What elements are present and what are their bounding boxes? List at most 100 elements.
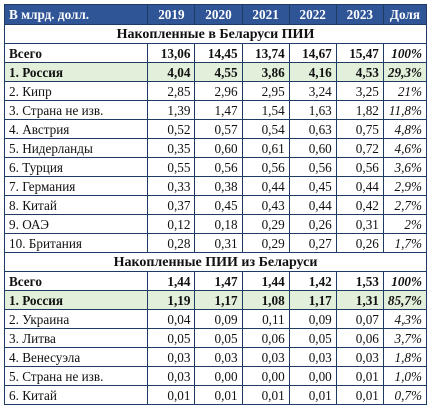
value-cell-2020: 0,38 <box>194 176 243 196</box>
value-cell-2020: 0,31 <box>194 233 243 253</box>
value-cell-2021: 0,29 <box>241 214 290 234</box>
value-cell-2019: 2,85 <box>147 81 196 101</box>
value-cell-2022: 0,09 <box>288 309 337 329</box>
value-cell-2021: 1,44 <box>241 271 290 291</box>
value-cell-2020: 14,45 <box>194 43 243 63</box>
unit-label: В млрд. долл. <box>3 4 149 25</box>
value-cell-2022: 1,63 <box>288 100 337 120</box>
year-header-2022: 2022 <box>288 4 337 25</box>
value-cell-2022: 0,00 <box>288 366 337 386</box>
table-row: 3. Страна не изв. 1,39 1,47 1,54 1,63 1,82 11,… <box>3 100 428 120</box>
fdi-table-container: В млрд. долл. 2019 2020 2021 2022 2023 Д… <box>3 4 428 413</box>
value-cell-2020: 0,18 <box>194 214 243 234</box>
country-name: 4. Австрия <box>3 119 149 139</box>
value-cell-2023: 0,31 <box>335 214 384 234</box>
country-name: 6. Турция <box>3 157 149 177</box>
share-cell: 1,7% <box>382 233 428 253</box>
value-cell-2020: 0,00 <box>194 366 243 386</box>
table-row: 10. Британия 0,28 0,31 0,29 0,27 0,26 1,7% <box>3 233 428 253</box>
value-cell-2021: 3,86 <box>241 62 290 82</box>
share-cell: 3,7% <box>382 328 428 348</box>
value-cell-2022: 0,56 <box>288 157 337 177</box>
table-row: 3. Литва 0,05 0,05 0,06 0,05 0,06 3,7% <box>3 328 428 348</box>
table-row: 6. Турция 0,55 0,56 0,56 0,56 0,56 3,6% <box>3 157 428 177</box>
value-cell-2019: 0,01 <box>147 385 196 405</box>
value-cell-2021: 0,11 <box>241 309 290 329</box>
share-header: Доля <box>382 4 428 25</box>
value-cell-2022: 0,45 <box>288 176 337 196</box>
value-cell-2023: 1,31 <box>335 290 384 310</box>
country-name: 3. Страна не изв. <box>3 100 149 120</box>
share-cell: 2,9% <box>382 176 428 196</box>
country-name: 2. Кипр <box>3 81 149 101</box>
fdi-table-body: В млрд. долл. 2019 2020 2021 2022 2023 Д… <box>3 4 428 405</box>
value-cell-2019: 0,04 <box>147 309 196 329</box>
value-cell-2023: 1,82 <box>335 100 384 120</box>
value-cell-2020: 1,47 <box>194 271 243 291</box>
value-cell-2020: 0,01 <box>194 385 243 405</box>
share-cell: 1,0% <box>382 366 428 386</box>
value-cell-2022: 1,17 <box>288 290 337 310</box>
value-cell-2023: 0,01 <box>335 385 384 405</box>
value-cell-2023: 0,07 <box>335 309 384 329</box>
fdi-table: В млрд. долл. 2019 2020 2021 2022 2023 Д… <box>3 4 428 405</box>
value-cell-2023: 0,72 <box>335 138 384 158</box>
value-cell-2023: 4,53 <box>335 62 384 82</box>
country-name: 7. Германия <box>3 176 149 196</box>
share-cell: 2% <box>382 214 428 234</box>
share-cell: 21% <box>382 81 428 101</box>
value-cell-2020: 0,03 <box>194 347 243 367</box>
table-row: 7. Германия 0,33 0,38 0,44 0,45 0,44 2,9% <box>3 176 428 196</box>
value-cell-2019: 0,03 <box>147 366 196 386</box>
share-cell: 4,8% <box>382 119 428 139</box>
country-name: 4. Венесуэла <box>3 347 149 367</box>
value-cell-2023: 0,56 <box>335 157 384 177</box>
table-row: 4. Венесуэла 0,03 0,03 0,03 0,03 0,03 1,8% <box>3 347 428 367</box>
value-cell-2022: 0,26 <box>288 214 337 234</box>
value-cell-2019: 1,19 <box>147 290 196 310</box>
value-cell-2020: 1,17 <box>194 290 243 310</box>
table-row: 2. Украина 0,04 0,09 0,11 0,09 0,07 4,3% <box>3 309 428 329</box>
country-name: 5. Нидерланды <box>3 138 149 158</box>
value-cell-2021: 0,03 <box>241 347 290 367</box>
value-cell-2020: 0,60 <box>194 138 243 158</box>
value-cell-2022: 0,60 <box>288 138 337 158</box>
country-name: 5. Страна не изв. <box>3 366 149 386</box>
value-cell-2023: 0,06 <box>335 328 384 348</box>
value-cell-2019: 0,35 <box>147 138 196 158</box>
value-cell-2021: 0,29 <box>241 233 290 253</box>
table-row: 5. Страна не изв. 0,03 0,00 0,00 0,00 0,01 1,0… <box>3 366 428 386</box>
value-cell-2019: 1,39 <box>147 100 196 120</box>
country-name: 8. Китай <box>3 195 149 215</box>
value-cell-2020: 0,09 <box>194 309 243 329</box>
value-cell-2022: 1,42 <box>288 271 337 291</box>
header-row: В млрд. долл. 2019 2020 2021 2022 2023 Д… <box>3 4 428 25</box>
value-cell-2021: 0,61 <box>241 138 290 158</box>
country-name: Всего <box>3 43 149 63</box>
value-cell-2023: 0,03 <box>335 347 384 367</box>
value-cell-2019: 0,28 <box>147 233 196 253</box>
value-cell-2022: 0,03 <box>288 347 337 367</box>
country-name: 10. Британия <box>3 233 149 253</box>
value-cell-2021: 0,56 <box>241 157 290 177</box>
country-name: 2. Украина <box>3 309 149 329</box>
table-row: 8. Китай 0,37 0,45 0,43 0,44 0,42 2,7% <box>3 195 428 215</box>
value-cell-2023: 0,75 <box>335 119 384 139</box>
share-cell: 100% <box>382 271 428 291</box>
share-cell: 85,7% <box>382 290 428 310</box>
value-cell-2023: 3,25 <box>335 81 384 101</box>
value-cell-2023: 0,01 <box>335 366 384 386</box>
value-cell-2020: 0,45 <box>194 195 243 215</box>
share-cell: 1,8% <box>382 347 428 367</box>
value-cell-2019: 0,37 <box>147 195 196 215</box>
value-cell-2019: 0,33 <box>147 176 196 196</box>
year-header-2023: 2023 <box>335 4 384 25</box>
value-cell-2021: 1,54 <box>241 100 290 120</box>
value-cell-2021: 13,74 <box>241 43 290 63</box>
country-name: Всего <box>3 271 149 291</box>
share-cell: 4,3% <box>382 309 428 329</box>
value-cell-2021: 1,08 <box>241 290 290 310</box>
value-cell-2020: 0,56 <box>194 157 243 177</box>
value-cell-2022: 0,44 <box>288 195 337 215</box>
value-cell-2019: 0,55 <box>147 157 196 177</box>
